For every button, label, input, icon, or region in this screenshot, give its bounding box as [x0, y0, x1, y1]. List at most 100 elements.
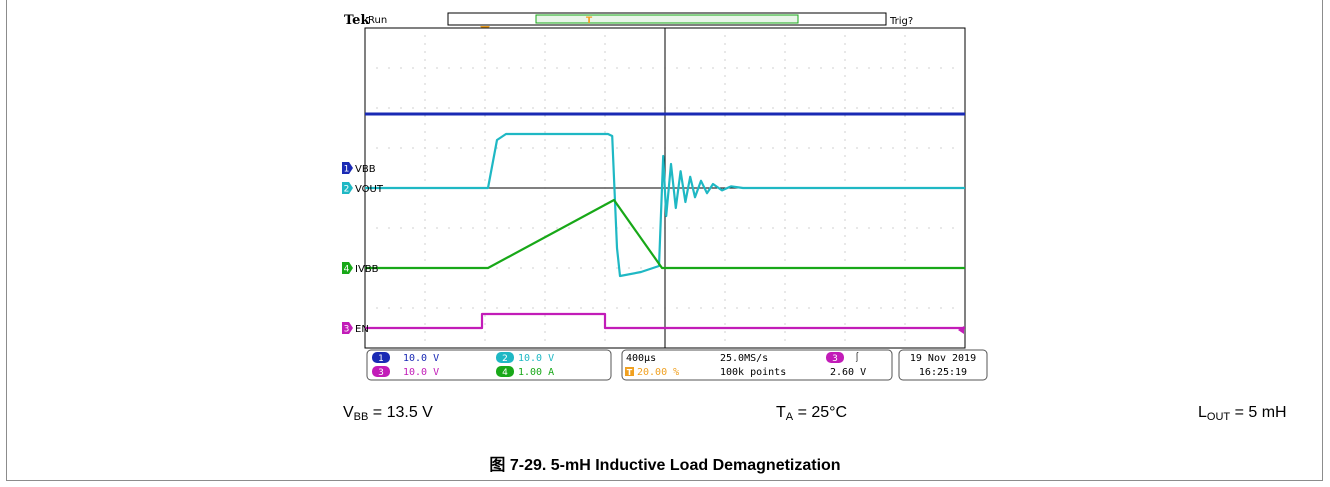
grid-dot: [544, 331, 546, 333]
ch2-number: 2: [502, 354, 508, 364]
grid-dot: [844, 339, 846, 341]
grid-dot: [904, 163, 906, 165]
grid-dot: [784, 139, 786, 141]
grid-dot: [844, 75, 846, 77]
grid-dot: [784, 275, 786, 277]
grid-dot: [784, 283, 786, 285]
grid-dot: [904, 179, 906, 181]
ch3-scale: 10.0 V: [403, 367, 439, 378]
grid-dot: [448, 107, 450, 109]
grid-dot: [604, 171, 606, 173]
grid-dot: [748, 307, 750, 309]
grid-dot: [520, 147, 522, 149]
grid-dot: [544, 291, 546, 293]
grid-dot: [784, 91, 786, 93]
grid-dot: [568, 107, 570, 109]
grid-dot: [376, 107, 378, 109]
grid-dot: [568, 267, 570, 269]
grid-dot: [712, 307, 714, 309]
grid-dot: [532, 307, 534, 309]
grid-dot: [544, 315, 546, 317]
grid-dot: [388, 107, 390, 109]
grid-dot: [724, 107, 726, 109]
grid-dot: [424, 163, 426, 165]
grid-dot: [604, 179, 606, 181]
grid-dot: [580, 307, 582, 309]
grid-dot: [544, 83, 546, 85]
grid-dot: [748, 67, 750, 69]
grid-dot: [904, 139, 906, 141]
grid-dot: [628, 67, 630, 69]
grid-dot: [448, 227, 450, 229]
grid-dot: [808, 147, 810, 149]
grid-dot: [808, 227, 810, 229]
grid-dot: [724, 35, 726, 37]
grid-dot: [424, 115, 426, 117]
grid-dot: [544, 323, 546, 325]
grid-dot: [496, 107, 498, 109]
grid-dot: [544, 211, 546, 213]
grid-dot: [544, 307, 546, 309]
grid-dot: [784, 259, 786, 261]
grid-dot: [472, 307, 474, 309]
grid-dot: [784, 123, 786, 125]
grid-dot: [784, 99, 786, 101]
grid-dot: [736, 107, 738, 109]
grid-dot: [904, 219, 906, 221]
grid-dot: [916, 147, 918, 149]
ch3-readout: 3 10.0 V: [372, 366, 439, 378]
grid-dot: [424, 323, 426, 325]
grid-dot: [376, 227, 378, 229]
grid-dot: [484, 315, 486, 317]
grid-dot: [532, 67, 534, 69]
grid-dot: [484, 171, 486, 173]
grid-dot: [544, 67, 546, 69]
figure-caption: 图 7-29. 5-mH Inductive Load Demagnetizat…: [489, 457, 841, 474]
grid-dot: [424, 235, 426, 237]
channel-markers: 1 VBB 2 VOUT 4 IVBB 3 EN: [342, 162, 384, 335]
grid-dot: [868, 107, 870, 109]
grid-dot: [904, 59, 906, 61]
brand-label: Tek: [344, 13, 370, 28]
grid-dot: [508, 67, 510, 69]
grid-dot: [484, 75, 486, 77]
ch1-badge-icon: [372, 352, 390, 363]
grid-dot: [544, 203, 546, 205]
grid-dot: [484, 339, 486, 341]
grid-dot: [724, 75, 726, 77]
grid-dot: [904, 99, 906, 101]
grid-dot: [724, 291, 726, 293]
grid-dot: [916, 107, 918, 109]
grid-dot: [484, 115, 486, 117]
grid-dot: [448, 67, 450, 69]
grid-dot: [784, 331, 786, 333]
grid-dot: [472, 227, 474, 229]
grid-dot: [700, 227, 702, 229]
grid-dot: [568, 147, 570, 149]
grid-dot: [484, 59, 486, 61]
grid-dot: [724, 51, 726, 53]
grid-dot: [520, 67, 522, 69]
grid-dot: [484, 299, 486, 301]
grid-dot: [940, 67, 942, 69]
grid-dot: [676, 67, 678, 69]
grid-dot: [844, 115, 846, 117]
grid-dot: [640, 67, 642, 69]
grid-dot: [412, 67, 414, 69]
grid-dot: [904, 83, 906, 85]
grid-dot: [784, 155, 786, 157]
grid-dot: [772, 307, 774, 309]
grid-dot: [532, 147, 534, 149]
grid-dot: [544, 339, 546, 341]
grid-dot: [844, 291, 846, 293]
grid-dot: [484, 203, 486, 205]
grid-dot: [784, 243, 786, 245]
grid-dot: [460, 67, 462, 69]
grid-dot: [712, 147, 714, 149]
grid-dot: [640, 307, 642, 309]
grid-dot: [904, 291, 906, 293]
grid-dot: [712, 227, 714, 229]
grid-dot: [856, 67, 858, 69]
grid-dot: [544, 179, 546, 181]
grid-dot: [544, 155, 546, 157]
